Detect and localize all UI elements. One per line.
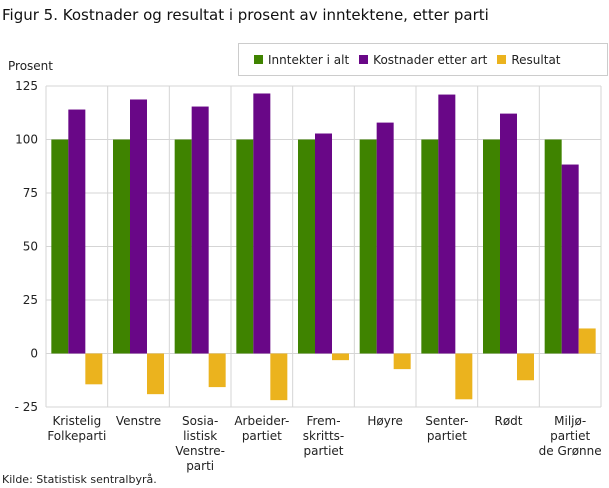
bar	[85, 353, 103, 385]
bar	[191, 106, 209, 354]
legend-swatch	[359, 55, 369, 64]
x-tick-label: Rødt	[494, 414, 522, 428]
y-tick-label: 100	[15, 133, 38, 147]
x-tick-label: Frem-skritts-partiet	[303, 414, 344, 458]
legend-label: Kostnader etter art	[373, 52, 488, 67]
bar	[393, 353, 411, 370]
bar	[315, 133, 332, 354]
bar	[455, 353, 473, 400]
x-tick-label: Sosia-listisk Venstre-parti	[175, 414, 225, 473]
y-tick-label: - 25	[15, 400, 38, 414]
bar	[517, 353, 534, 381]
legend-label: Resultat	[511, 52, 561, 67]
legend-label: Inntekter i alt	[268, 52, 350, 67]
bar	[113, 139, 130, 354]
y-axis-label: Prosent	[8, 59, 53, 73]
bar	[130, 99, 147, 354]
y-tick-label: 0	[30, 347, 38, 361]
x-tick-label: Miljø-partiet de Grønne	[539, 414, 602, 458]
x-tick-label: Venstre	[116, 414, 161, 428]
bar	[376, 122, 394, 354]
bar	[68, 109, 86, 354]
legend-item[interactable]: Kostnader etter art	[359, 53, 487, 67]
bar	[544, 139, 562, 354]
bar	[174, 139, 192, 354]
bar	[236, 139, 254, 354]
bar	[359, 139, 377, 354]
chart-title: Figur 5. Kostnader og resultat i prosent…	[2, 6, 489, 24]
bar	[578, 328, 596, 354]
bar	[438, 94, 456, 354]
x-tick-label: Høyre	[367, 414, 403, 428]
legend-item[interactable]: Inntekter i alt	[254, 53, 349, 67]
legend-item[interactable]: Resultat	[497, 52, 561, 67]
bar	[561, 164, 579, 354]
bar	[421, 139, 439, 354]
x-tick-label: Senter-partiet	[425, 414, 468, 443]
y-tick-label: 125	[15, 79, 38, 93]
y-tick-label: 75	[23, 186, 38, 200]
bar	[208, 353, 226, 388]
bar	[270, 353, 288, 401]
source-note: Kilde: Statistisk sentralbyrå.	[2, 473, 157, 486]
legend: Inntekter i alt Kostnader etter art Resu…	[238, 43, 608, 76]
x-tick-label: Arbeider-partiet	[234, 414, 289, 443]
bar	[147, 353, 164, 395]
bar	[483, 139, 500, 354]
bar	[51, 139, 69, 354]
bar	[332, 353, 349, 361]
legend-swatch	[497, 55, 507, 64]
y-tick-label: 25	[23, 293, 38, 307]
bar	[253, 93, 271, 354]
bar	[298, 139, 315, 354]
y-tick-label: 50	[23, 240, 38, 254]
x-tick-label: Kristelig Folkeparti	[47, 414, 106, 443]
legend-swatch	[254, 55, 263, 64]
bar	[500, 113, 517, 354]
